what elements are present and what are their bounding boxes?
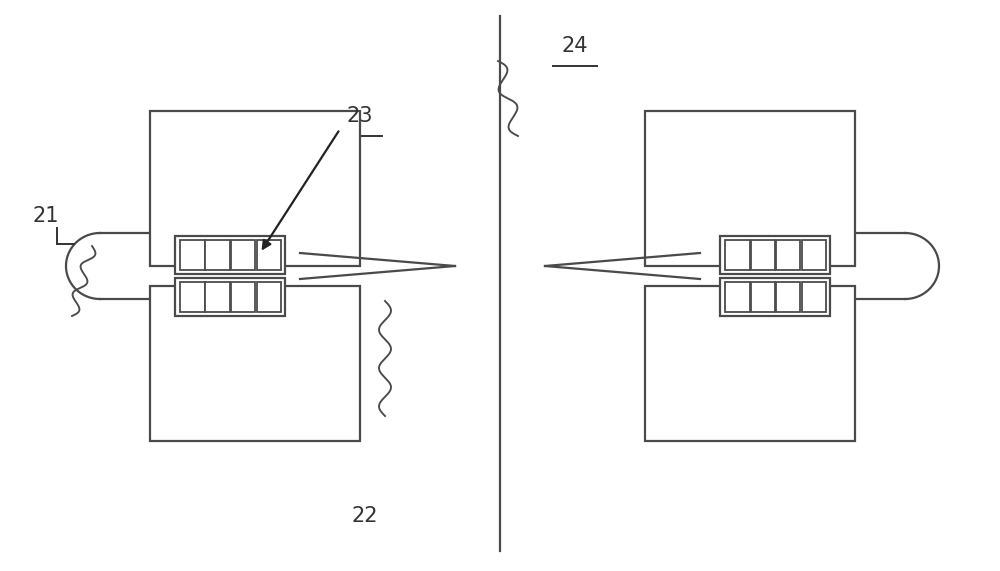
Bar: [206, 282, 230, 312]
Text: 21: 21: [32, 206, 58, 226]
Bar: [100, 233, 260, 299]
Bar: [750, 282, 775, 312]
Bar: [231, 282, 255, 312]
Bar: [802, 240, 826, 270]
Bar: [645, 111, 855, 266]
Bar: [645, 286, 855, 441]
Bar: [720, 278, 830, 316]
Ellipse shape: [871, 233, 939, 299]
Bar: [175, 236, 285, 274]
Bar: [802, 282, 826, 312]
Text: 24: 24: [562, 36, 588, 56]
Ellipse shape: [66, 233, 134, 299]
Bar: [256, 282, 281, 312]
Text: 22: 22: [352, 506, 378, 526]
Bar: [720, 236, 830, 274]
Bar: [180, 282, 205, 312]
Bar: [180, 240, 205, 270]
Bar: [150, 111, 360, 266]
Text: 23: 23: [347, 106, 373, 126]
Bar: [150, 286, 360, 441]
Bar: [206, 240, 230, 270]
Bar: [776, 282, 800, 312]
Bar: [231, 240, 255, 270]
Bar: [175, 278, 285, 316]
Bar: [745, 233, 905, 299]
Bar: [725, 282, 750, 312]
Bar: [750, 240, 775, 270]
Bar: [725, 240, 750, 270]
Bar: [776, 240, 800, 270]
Bar: [256, 240, 281, 270]
